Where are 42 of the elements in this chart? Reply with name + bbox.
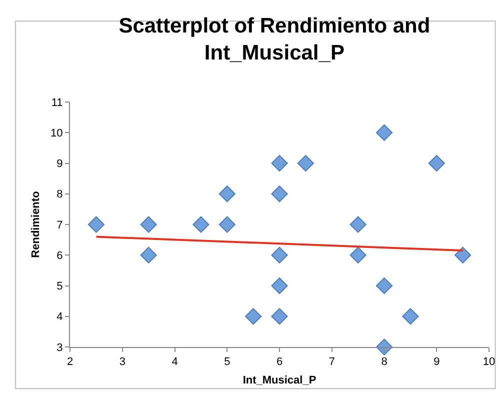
x-tick-label: 5 [224,356,230,368]
point [271,186,288,202]
point [271,277,288,294]
y-axis-title: Rendimiento [30,190,42,258]
x-tick-label: 4 [172,356,178,368]
point [376,338,393,356]
point [402,308,419,325]
y-tick-label: 3 [56,342,63,354]
chart-title: Scatterplot of Rendimiento and Int_Musical_P [118,14,430,65]
y-tick-label: 9 [56,158,63,170]
y-tick-label: 6 [56,250,63,262]
x-tick-label: 2 [66,356,74,368]
point [376,277,393,294]
point [297,154,314,172]
point [192,216,210,233]
point [140,216,157,233]
x-tick-label: 10 [482,356,496,368]
x-tick-label: 8 [381,356,388,368]
point [376,124,393,141]
y-tick-label: 8 [56,188,63,201]
point [454,246,472,264]
point [428,154,445,172]
y-tick-label: 4 [56,311,63,324]
y-tick-label: 11 [51,96,63,109]
point [88,216,104,233]
x-tick-label: 9 [434,356,440,368]
point [271,246,288,264]
point [245,308,262,325]
y-tick-label: 10 [50,127,63,140]
point [271,154,288,172]
x-tick-label: 6 [276,356,283,368]
y-tick-label: 5 [56,280,63,293]
point [140,246,157,264]
point [218,216,236,233]
x-axis-title: Int_Musical_P [242,374,316,386]
y-tick-label: 7 [56,219,63,232]
x-tick-label: 3 [119,356,126,368]
point [218,186,236,202]
point [350,216,366,233]
point [350,246,366,264]
x-tick-label: 7 [328,356,335,368]
point [271,308,288,325]
